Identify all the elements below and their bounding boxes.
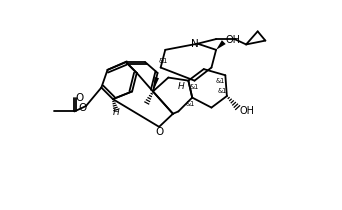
Text: O: O	[78, 103, 86, 113]
Polygon shape	[216, 40, 226, 50]
Text: H: H	[177, 82, 184, 91]
Text: &1: &1	[216, 78, 225, 84]
Text: OH: OH	[239, 106, 254, 116]
Text: O: O	[156, 127, 164, 137]
Text: O: O	[75, 93, 83, 103]
Text: H: H	[113, 109, 119, 117]
Text: &1: &1	[190, 84, 199, 90]
Polygon shape	[153, 77, 159, 91]
Text: &1: &1	[185, 101, 195, 107]
Text: N: N	[192, 39, 199, 49]
Text: &1: &1	[158, 58, 168, 64]
Text: OH: OH	[225, 35, 240, 45]
Text: &1: &1	[218, 88, 227, 94]
